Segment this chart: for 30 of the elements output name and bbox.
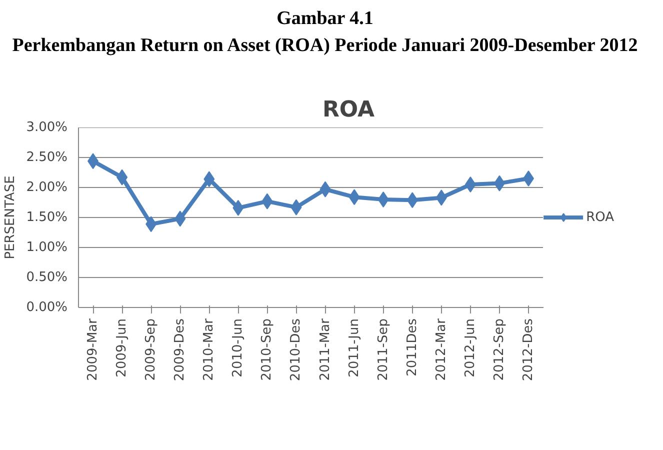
y-tick-label: 0.00% <box>26 300 68 315</box>
x-tick-label: 2011-Mar <box>318 318 333 381</box>
x-tick-label: 2010-Mar <box>202 318 217 381</box>
y-tick-label: 2.50% <box>26 150 68 165</box>
text: Perkembangan Return on Asset (ROA) Periode Januari 2009-Desember 2012 <box>11 34 639 58</box>
x-tick-label: 2012-Sep <box>492 318 507 381</box>
y-tick-label: 0.50% <box>26 270 68 285</box>
x-tick-label: 2011Des <box>404 318 420 376</box>
x-tick-label: 2009-Des <box>172 318 188 382</box>
x-tick-label: 2010-Sep <box>260 318 275 381</box>
x-tick-label: 2012-Des <box>521 318 536 382</box>
y-tick-label: 2.00% <box>26 180 68 195</box>
x-tick-label: 2012-Mar <box>434 318 449 381</box>
y-axis-title: PERSENTASE <box>3 176 18 260</box>
chart-title: ROA <box>322 98 375 122</box>
text: Gambar 4.1 <box>276 7 374 31</box>
y-tick-label: 1.00% <box>26 240 68 255</box>
x-tick-label: 2009-Mar <box>86 318 101 381</box>
legend-label: ROA <box>586 210 614 224</box>
x-tick-label: 2010-Jun <box>230 318 246 378</box>
x-tick-label: 2009-Sep <box>144 318 159 381</box>
x-tick-label: 2010-Des <box>288 318 304 382</box>
x-tick-label: 2011-Sep <box>376 318 391 381</box>
x-tick-label: 2011-Jun <box>346 318 362 378</box>
point <box>378 192 389 208</box>
y-tick-label: 1.50% <box>26 210 68 225</box>
y-tick-label: 3.00% <box>26 120 68 135</box>
x-tick-label: 2009-Jun <box>114 318 130 378</box>
point <box>464 176 476 192</box>
x-tick-label: 2012-Jun <box>462 318 478 378</box>
